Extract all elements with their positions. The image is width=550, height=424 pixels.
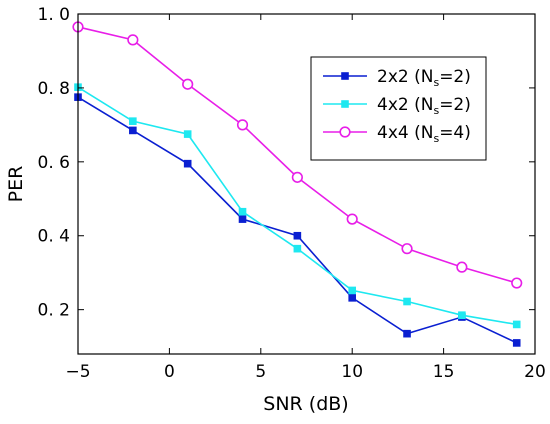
x-tick-label: 15 <box>433 362 455 382</box>
data-point <box>182 78 194 90</box>
data-point <box>348 294 356 302</box>
data-point <box>403 329 411 338</box>
data-point <box>512 339 521 347</box>
legend-item: 4x2 (Ns=2) <box>323 95 471 117</box>
data-point <box>183 159 192 168</box>
legend-label: 2x2 (Ns=2) <box>377 67 471 89</box>
legend-item: 4x4 (Ns=4) <box>323 123 471 145</box>
data-point <box>458 311 466 319</box>
x-tick-labels: −5 0 5 10 15 20 <box>65 362 545 382</box>
y-tick-label: 0. 4 <box>38 227 70 247</box>
legend: 2x2 (Ns=2) 4x2 (Ns=2) 4x4 (Ns=4) <box>310 56 487 161</box>
x-tick-label: 20 <box>524 362 546 382</box>
y-tick-label: 1. 0 <box>38 5 70 25</box>
x-axis-title: SNR (dB) <box>263 393 348 415</box>
legend-label: 4x4 (Ns=4) <box>377 123 471 145</box>
legend-marker <box>339 126 351 138</box>
data-point <box>127 34 139 46</box>
data-point <box>236 119 249 131</box>
data-point <box>293 244 302 253</box>
x-tick-label: 0 <box>164 362 175 382</box>
data-point <box>401 243 413 255</box>
y-tick-label: 0. 2 <box>38 301 70 321</box>
data-point <box>238 207 247 216</box>
legend-item: 2x2 (Ns=2) <box>323 67 471 89</box>
data-point <box>183 130 192 138</box>
y-tick-label: 0. 6 <box>38 153 70 173</box>
legend-marker <box>341 100 349 108</box>
legend-box <box>310 56 487 161</box>
y-tick-labels: 0. 2 0. 4 0. 6 0. 8 1. 0 <box>38 5 70 321</box>
legend-label: 4x2 (Ns=2) <box>377 95 471 117</box>
data-point <box>293 231 302 240</box>
axis-ticks <box>77 13 536 354</box>
data-point <box>348 286 356 295</box>
data-point <box>511 277 523 289</box>
data-point <box>512 320 521 329</box>
series-3 <box>72 21 523 289</box>
x-tick-label: 10 <box>341 362 363 382</box>
data-point <box>346 213 358 225</box>
plot-frame <box>77 13 536 355</box>
data-point <box>238 215 247 223</box>
x-tick-label: 5 <box>255 362 266 382</box>
data-point <box>403 297 411 306</box>
y-tick-label: 0. 8 <box>38 79 70 99</box>
data-point <box>291 171 303 183</box>
data-point <box>129 117 137 125</box>
data-point <box>129 126 137 135</box>
x-tick-label: −5 <box>65 362 90 382</box>
data-point <box>456 261 468 273</box>
y-axis-title: PER <box>5 166 27 203</box>
legend-marker <box>341 72 349 80</box>
